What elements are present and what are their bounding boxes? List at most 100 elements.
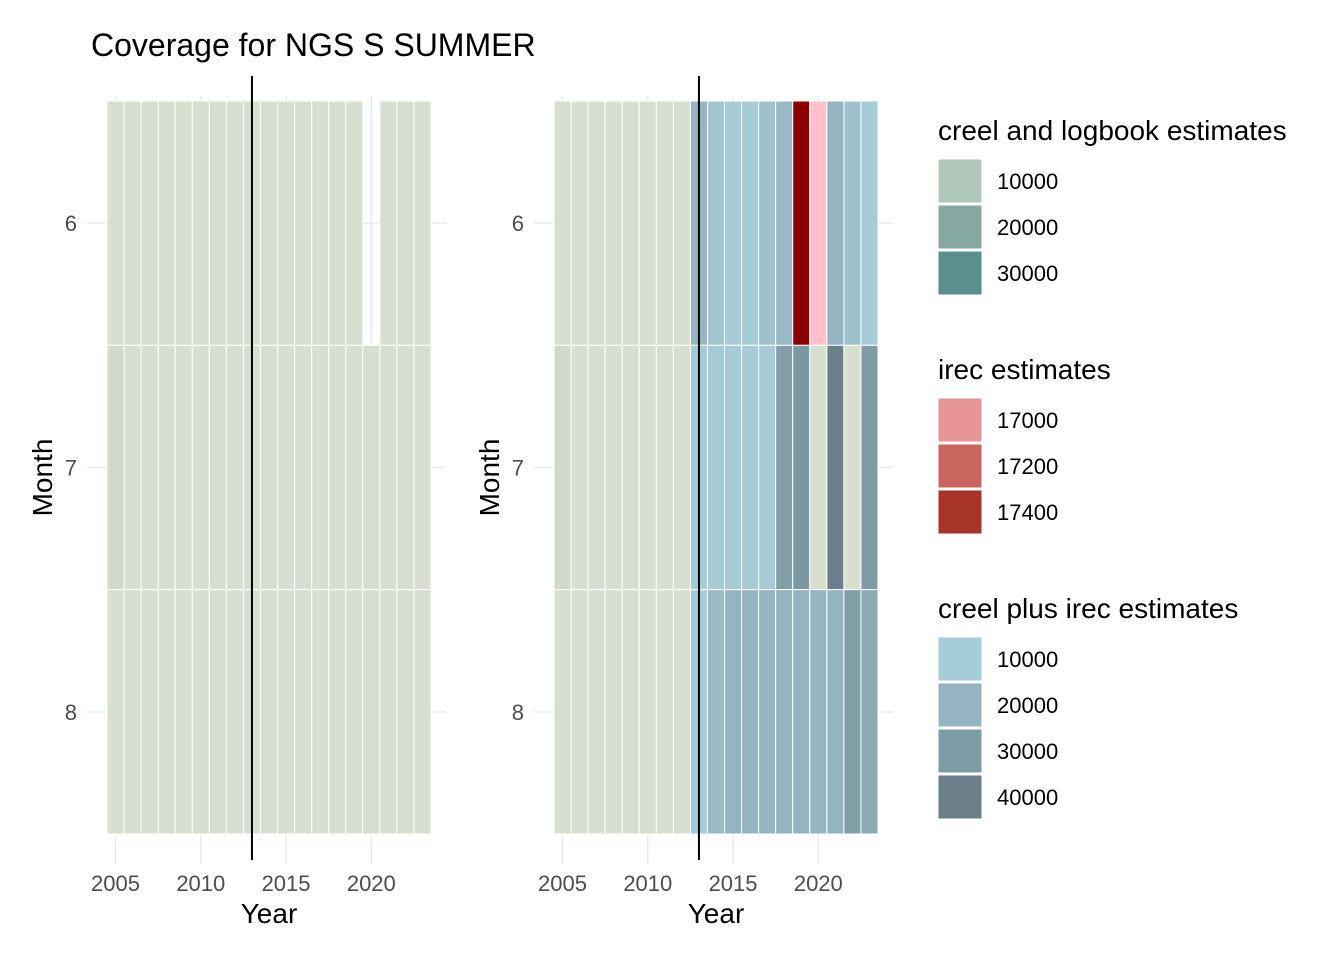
heatmap-tile [174, 344, 193, 591]
heatmap-tile [758, 589, 777, 835]
heatmap-tile [775, 344, 794, 591]
heatmap-tile [413, 100, 432, 346]
heatmap-tile [724, 589, 743, 835]
x-tick-label: 2020 [347, 871, 396, 896]
legend-label: 10000 [997, 647, 1058, 672]
heatmap-tile [277, 344, 296, 591]
heatmap-tile [655, 344, 674, 591]
tiles [106, 100, 432, 835]
heatmap-tile [792, 344, 811, 591]
x-tick-label: 2020 [794, 871, 843, 896]
heatmap-tile [345, 344, 364, 591]
heatmap-tile [741, 344, 760, 591]
legend-key [937, 682, 983, 728]
legend-key [937, 636, 983, 682]
heatmap-tile [843, 100, 862, 346]
heatmap-tile [724, 344, 743, 591]
heatmap-tile [638, 344, 657, 591]
legends: creel and logbook estimates 10000 20000 300… [937, 115, 1287, 820]
y-tick-label: 7 [65, 456, 77, 481]
heatmap-tile [191, 589, 210, 835]
heatmap-tile [311, 100, 330, 346]
heatmap-tile [621, 100, 640, 346]
heatmap-tile [826, 589, 845, 835]
y-tick-label: 8 [512, 700, 524, 725]
heatmap-tile [191, 100, 210, 346]
heatmap-tile [379, 589, 398, 835]
heatmap-tile [706, 100, 726, 346]
heatmap-tile [843, 344, 862, 591]
heatmap-tile [706, 344, 726, 591]
legend-title: creel plus irec estimates [938, 593, 1238, 624]
legend-key [937, 204, 983, 250]
heatmap-tile [174, 589, 193, 835]
heatmap-tile [140, 589, 159, 835]
heatmap-tile [758, 344, 777, 591]
legend-title: creel and logbook estimates [938, 115, 1287, 146]
panel-left: 2005 2010 2015 2020 6 7 8 Year Month [27, 76, 446, 929]
heatmap-tile [379, 100, 398, 346]
legend-label: 17400 [997, 500, 1058, 525]
y-tick-label: 8 [65, 700, 77, 725]
y-tick-label: 6 [512, 211, 524, 236]
heatmap-tile [758, 100, 777, 346]
heatmap-tile [396, 344, 415, 591]
heatmap-tile [741, 589, 760, 835]
heatmap-tile [396, 589, 415, 835]
heatmap-tile [792, 589, 811, 835]
x-tick-label: 2010 [623, 871, 672, 896]
heatmap-tile [328, 589, 347, 835]
heatmap-tile [826, 100, 845, 346]
chart-title: Coverage for NGS S SUMMER [91, 27, 536, 63]
heatmap-tile [106, 100, 125, 346]
heatmap-tile [860, 100, 879, 346]
heatmap-tile [208, 589, 227, 835]
legend-key [937, 728, 983, 774]
heatmap-tile [621, 589, 640, 835]
heatmap-tile [570, 344, 589, 591]
heatmap-tile [259, 100, 279, 346]
legend-key [937, 397, 983, 443]
heatmap-tile [604, 589, 623, 835]
heatmap-tile [225, 100, 244, 346]
heatmap-tile [809, 589, 828, 835]
x-tick-label: 2015 [262, 871, 311, 896]
legend-1: creel and logbook estimates 10000 20000 300… [937, 115, 1287, 296]
x-tick-label: 2010 [176, 871, 225, 896]
heatmap-tile [672, 589, 691, 835]
heatmap-tile [587, 100, 606, 346]
heatmap-tile [123, 344, 142, 591]
legend-key [937, 158, 983, 204]
heatmap-tile [157, 589, 176, 835]
heatmap-tile [191, 344, 210, 591]
y-axis-title: Month [474, 439, 505, 517]
heatmap-tile [724, 100, 743, 346]
heatmap-tile [362, 344, 381, 591]
heatmap-tile [225, 344, 244, 591]
heatmap-tile [208, 344, 227, 591]
heatmap-tile [775, 100, 794, 346]
heatmap-tile [570, 589, 589, 835]
heatmap-tile [413, 589, 432, 835]
legend-title: irec estimates [938, 354, 1111, 385]
legend-label: 20000 [997, 215, 1058, 240]
heatmap-tile [860, 344, 879, 591]
heatmap-tile [123, 100, 142, 346]
heatmap-tile [311, 344, 330, 591]
heatmap-tile [345, 100, 364, 346]
heatmap-tile [706, 589, 726, 835]
heatmap-tile [157, 100, 176, 346]
heatmap-tile [208, 100, 227, 346]
panel-right: 2005 2010 2015 2020 6 7 8 Year Month [474, 76, 893, 929]
x-tick-label: 2005 [91, 871, 140, 896]
heatmap-tile [123, 589, 142, 835]
heatmap-tile [655, 589, 674, 835]
heatmap-tile [638, 100, 657, 346]
legend-label: 30000 [997, 739, 1058, 764]
heatmap-tile [328, 344, 347, 591]
tiles [553, 100, 879, 835]
heatmap-tile [345, 589, 364, 835]
heatmap-tile [277, 589, 296, 835]
heatmap-tile [413, 344, 432, 591]
heatmap-tile [843, 589, 862, 835]
